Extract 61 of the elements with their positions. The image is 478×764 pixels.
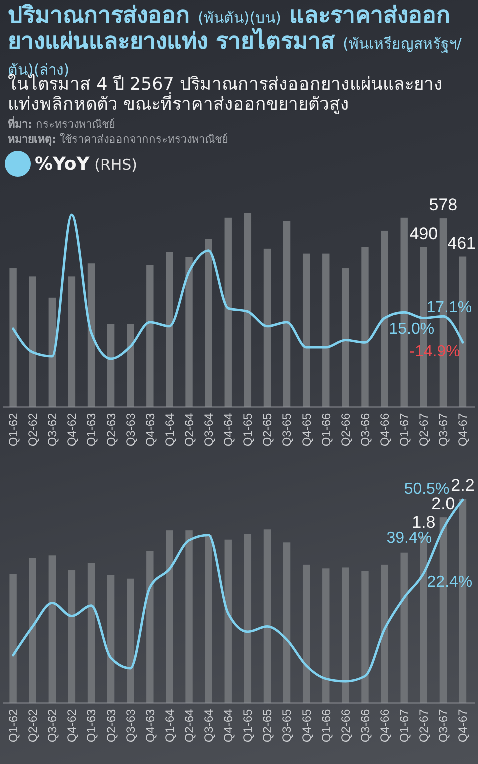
data-label: -14.9% <box>410 343 460 360</box>
x-tick-label: Q1-63 <box>84 412 99 447</box>
x-tick-label: Q4-62 <box>65 412 80 447</box>
x-tick-label: Q3-66 <box>358 412 372 447</box>
x-tick-label: Q3-65 <box>280 708 294 743</box>
x-tick-label: Q4-65 <box>300 708 314 743</box>
x-tick-label: Q4-64 <box>222 412 236 447</box>
x-tick-label: Q2-65 <box>260 412 275 447</box>
data-label: 461 <box>448 234 476 253</box>
x-tick-label: Q4-67 <box>456 412 470 447</box>
x-tick-label: Q4-66 <box>378 412 392 447</box>
x-tick-label: Q3-65 <box>280 412 294 447</box>
x-tick-label: Q4-66 <box>378 708 392 743</box>
x-tick-label: Q4-62 <box>65 708 80 743</box>
x-tick-label: Q3-64 <box>202 708 216 743</box>
x-tick-label: Q1-67 <box>398 708 412 743</box>
x-tick-label: Q2-66 <box>338 708 353 743</box>
data-label: 17.1% <box>426 299 472 316</box>
x-tick-label: Q2-62 <box>26 412 40 447</box>
x-tick-label: Q3-67 <box>436 708 451 743</box>
x-tick-label: Q1-62 <box>6 412 20 447</box>
x-tick-label: Q3-66 <box>358 708 372 743</box>
x-tick-label: Q3-62 <box>46 412 60 447</box>
x-tick-label: Q2-64 <box>182 412 196 447</box>
legend-label: %YoY (RHS) <box>35 154 138 174</box>
x-tick-label: Q3-63 <box>124 708 138 743</box>
x-tick-label: Q2-64 <box>182 708 196 743</box>
x-tick-label: Q3-64 <box>202 412 216 447</box>
x-tick-label: Q1-66 <box>319 412 334 447</box>
x-tick-label: Q2-67 <box>417 412 432 447</box>
text: หมายเหตุ: ใช้ราคาส่งออกจากกระทรวงพาณิชย์ <box>8 133 228 146</box>
data-label: 2.2 <box>451 476 475 495</box>
x-tick-label: Q4-67 <box>456 708 470 743</box>
x-tick-label: Q3-67 <box>436 412 451 447</box>
x-tick-label: Q1-65 <box>241 412 256 447</box>
x-tick-label: Q4-64 <box>222 708 236 743</box>
x-tick-label: Q1-65 <box>241 708 256 743</box>
x-tick-label: Q2-63 <box>104 412 118 447</box>
data-label: 22.4% <box>427 574 473 592</box>
x-tick-label: Q3-62 <box>46 708 60 743</box>
x-tick-label: Q1-66 <box>319 708 334 743</box>
x-tick-label: Q1-62 <box>6 708 20 743</box>
text: ที่มา: กระทรวงพาณิชย์ <box>8 118 115 131</box>
x-tick-label: Q1-64 <box>162 412 177 447</box>
x-tick-label: Q1-64 <box>162 708 177 743</box>
x-tick-label: Q4-63 <box>143 708 158 743</box>
x-tick-label: Q2-65 <box>260 708 275 743</box>
x-tick-label: Q4-65 <box>300 412 314 447</box>
data-label: 1.8 <box>412 513 436 532</box>
x-tick-label: Q1-67 <box>398 412 412 447</box>
x-tick-label: Q2-67 <box>417 708 432 743</box>
data-label: 578 <box>429 196 458 215</box>
data-label: 15.0% <box>389 321 435 338</box>
data-label: 39.4% <box>386 530 432 547</box>
x-tick-label: Q1-63 <box>84 708 99 743</box>
data-label: 490 <box>410 224 438 244</box>
x-tick-label: Q3-63 <box>124 412 138 447</box>
x-tick-label: Q4-63 <box>143 412 158 447</box>
x-tick-label: Q2-63 <box>104 708 118 743</box>
x-tick-label: Q2-62 <box>26 708 40 743</box>
x-tick-label: Q2-66 <box>338 412 353 447</box>
